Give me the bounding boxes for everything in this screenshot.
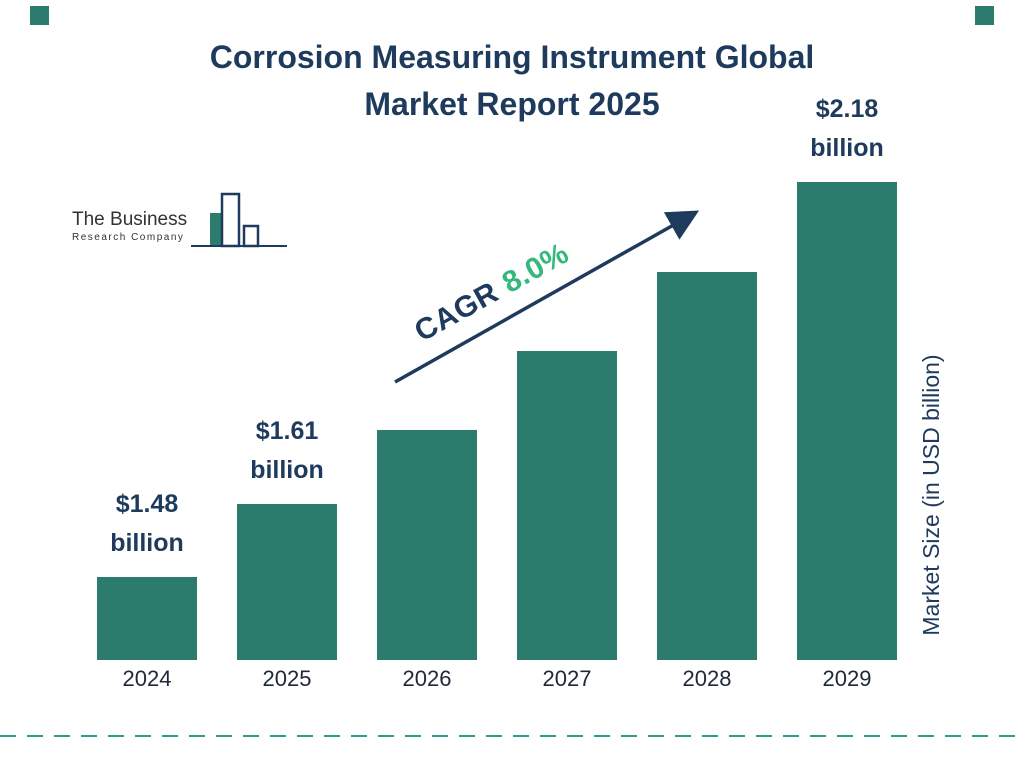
company-logo-name: The Business — [72, 209, 188, 230]
bar-2026 — [377, 430, 477, 660]
x-tick-2026: 2026 — [402, 666, 452, 691]
y-axis-label: Market Size (in USD billion) — [918, 354, 944, 636]
bar-2025 — [237, 504, 337, 660]
bar-2024 — [97, 577, 197, 660]
corner-accent-right — [975, 6, 994, 25]
x-tick-2025: 2025 — [262, 666, 312, 691]
value-label-2024: $1.48 billion — [110, 490, 184, 557]
value-label-2025: $1.61 billion — [250, 417, 324, 484]
bar-2028 — [657, 272, 757, 660]
corner-accent-left — [30, 6, 49, 25]
company-logo: The Business Research Company — [72, 190, 291, 252]
page-title: Corrosion Measuring Instrument Global Ma… — [0, 34, 1024, 128]
x-tick-2029: 2029 — [822, 666, 872, 691]
company-logo-text: The Business Research Company — [72, 209, 187, 252]
logo-bar-chart-icon — [191, 192, 288, 248]
bar-2027 — [517, 351, 617, 660]
page-title-line1: Corrosion Measuring Instrument Global — [209, 39, 815, 75]
bar-2029 — [797, 182, 897, 660]
x-tick-2024: 2024 — [122, 666, 172, 691]
x-tick-2027: 2027 — [542, 666, 592, 691]
cagr-arrow — [394, 210, 700, 384]
value-label-2029: $2.18 billion — [810, 95, 884, 162]
bottom-dashed-divider — [0, 735, 1024, 737]
page-title-line2: Market Report 2025 — [364, 86, 660, 122]
x-tick-2028: 2028 — [682, 666, 732, 691]
company-logo-subname: Research Company — [72, 232, 185, 243]
